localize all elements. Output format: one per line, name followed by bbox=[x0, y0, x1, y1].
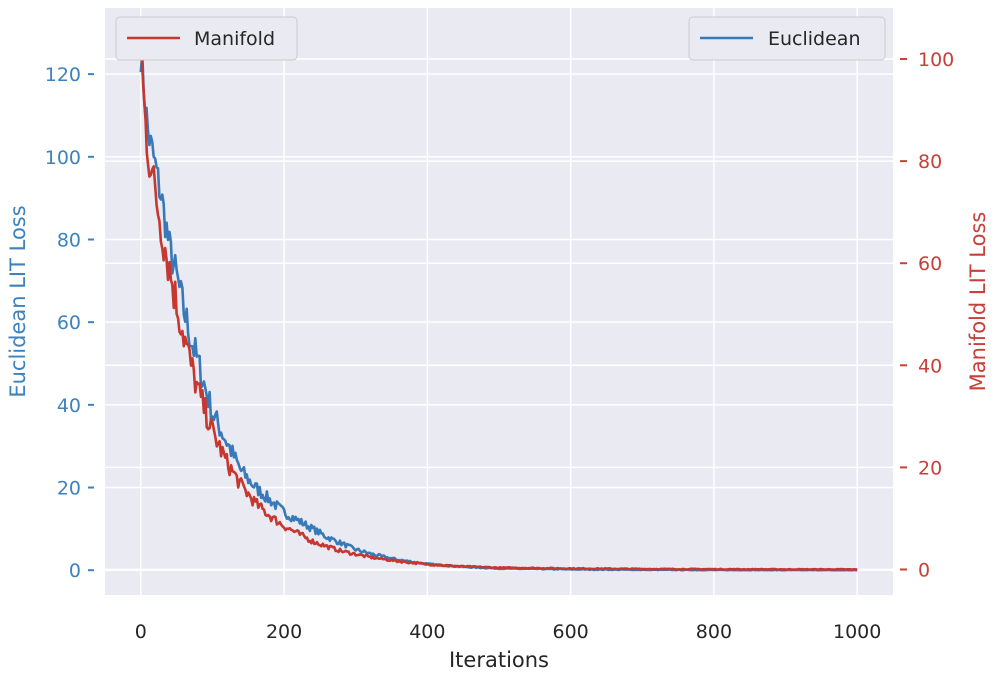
legend-label-manifold: Manifold bbox=[194, 28, 275, 50]
x-tick-label: 200 bbox=[266, 621, 302, 643]
series-line-manifold bbox=[139, 52, 858, 571]
x-tick-label: 600 bbox=[553, 621, 589, 643]
left-y-tick-label: 120 bbox=[45, 64, 81, 86]
right-y-axis-label: Manifold LIT Loss bbox=[966, 212, 990, 392]
x-tick-label: 0 bbox=[135, 621, 147, 643]
plot-background bbox=[105, 8, 893, 595]
left-y-tick-label: 60 bbox=[57, 312, 81, 334]
right-y-axis: 0 20 40 60 80 100 bbox=[900, 49, 954, 581]
left-y-tick-label: 0 bbox=[69, 560, 81, 582]
left-y-axis: 0 20 40 60 80 100 120 bbox=[45, 64, 94, 582]
left-y-tick-label: 80 bbox=[57, 229, 81, 251]
x-tick-label: 400 bbox=[409, 621, 445, 643]
right-y-tick-label: 80 bbox=[918, 151, 942, 173]
legend-manifold: Manifold bbox=[115, 16, 298, 61]
right-y-tick-label: 40 bbox=[918, 355, 942, 377]
series-lines bbox=[139, 52, 858, 572]
left-y-tick-label: 100 bbox=[45, 147, 81, 169]
left-y-tick-label: 20 bbox=[57, 478, 81, 500]
right-y-tick-label: 0 bbox=[918, 559, 930, 581]
x-tick-label: 1000 bbox=[833, 621, 881, 643]
legend-box bbox=[115, 16, 298, 61]
x-axis: 0 200 400 600 800 1000 bbox=[135, 621, 882, 643]
x-tick-label: 800 bbox=[696, 621, 732, 643]
right-y-tick-label: 60 bbox=[918, 253, 942, 275]
right-y-tick-label: 100 bbox=[918, 49, 954, 71]
legend-euclidean: Euclidean bbox=[688, 16, 886, 61]
right-y-tick-label: 20 bbox=[918, 457, 942, 479]
left-y-axis-label: Euclidean LIT Loss bbox=[6, 205, 30, 397]
legend-label-euclidean: Euclidean bbox=[768, 28, 861, 50]
x-axis-label: Iterations bbox=[449, 648, 549, 672]
left-y-tick-label: 40 bbox=[57, 395, 81, 417]
legend-box bbox=[688, 16, 886, 61]
